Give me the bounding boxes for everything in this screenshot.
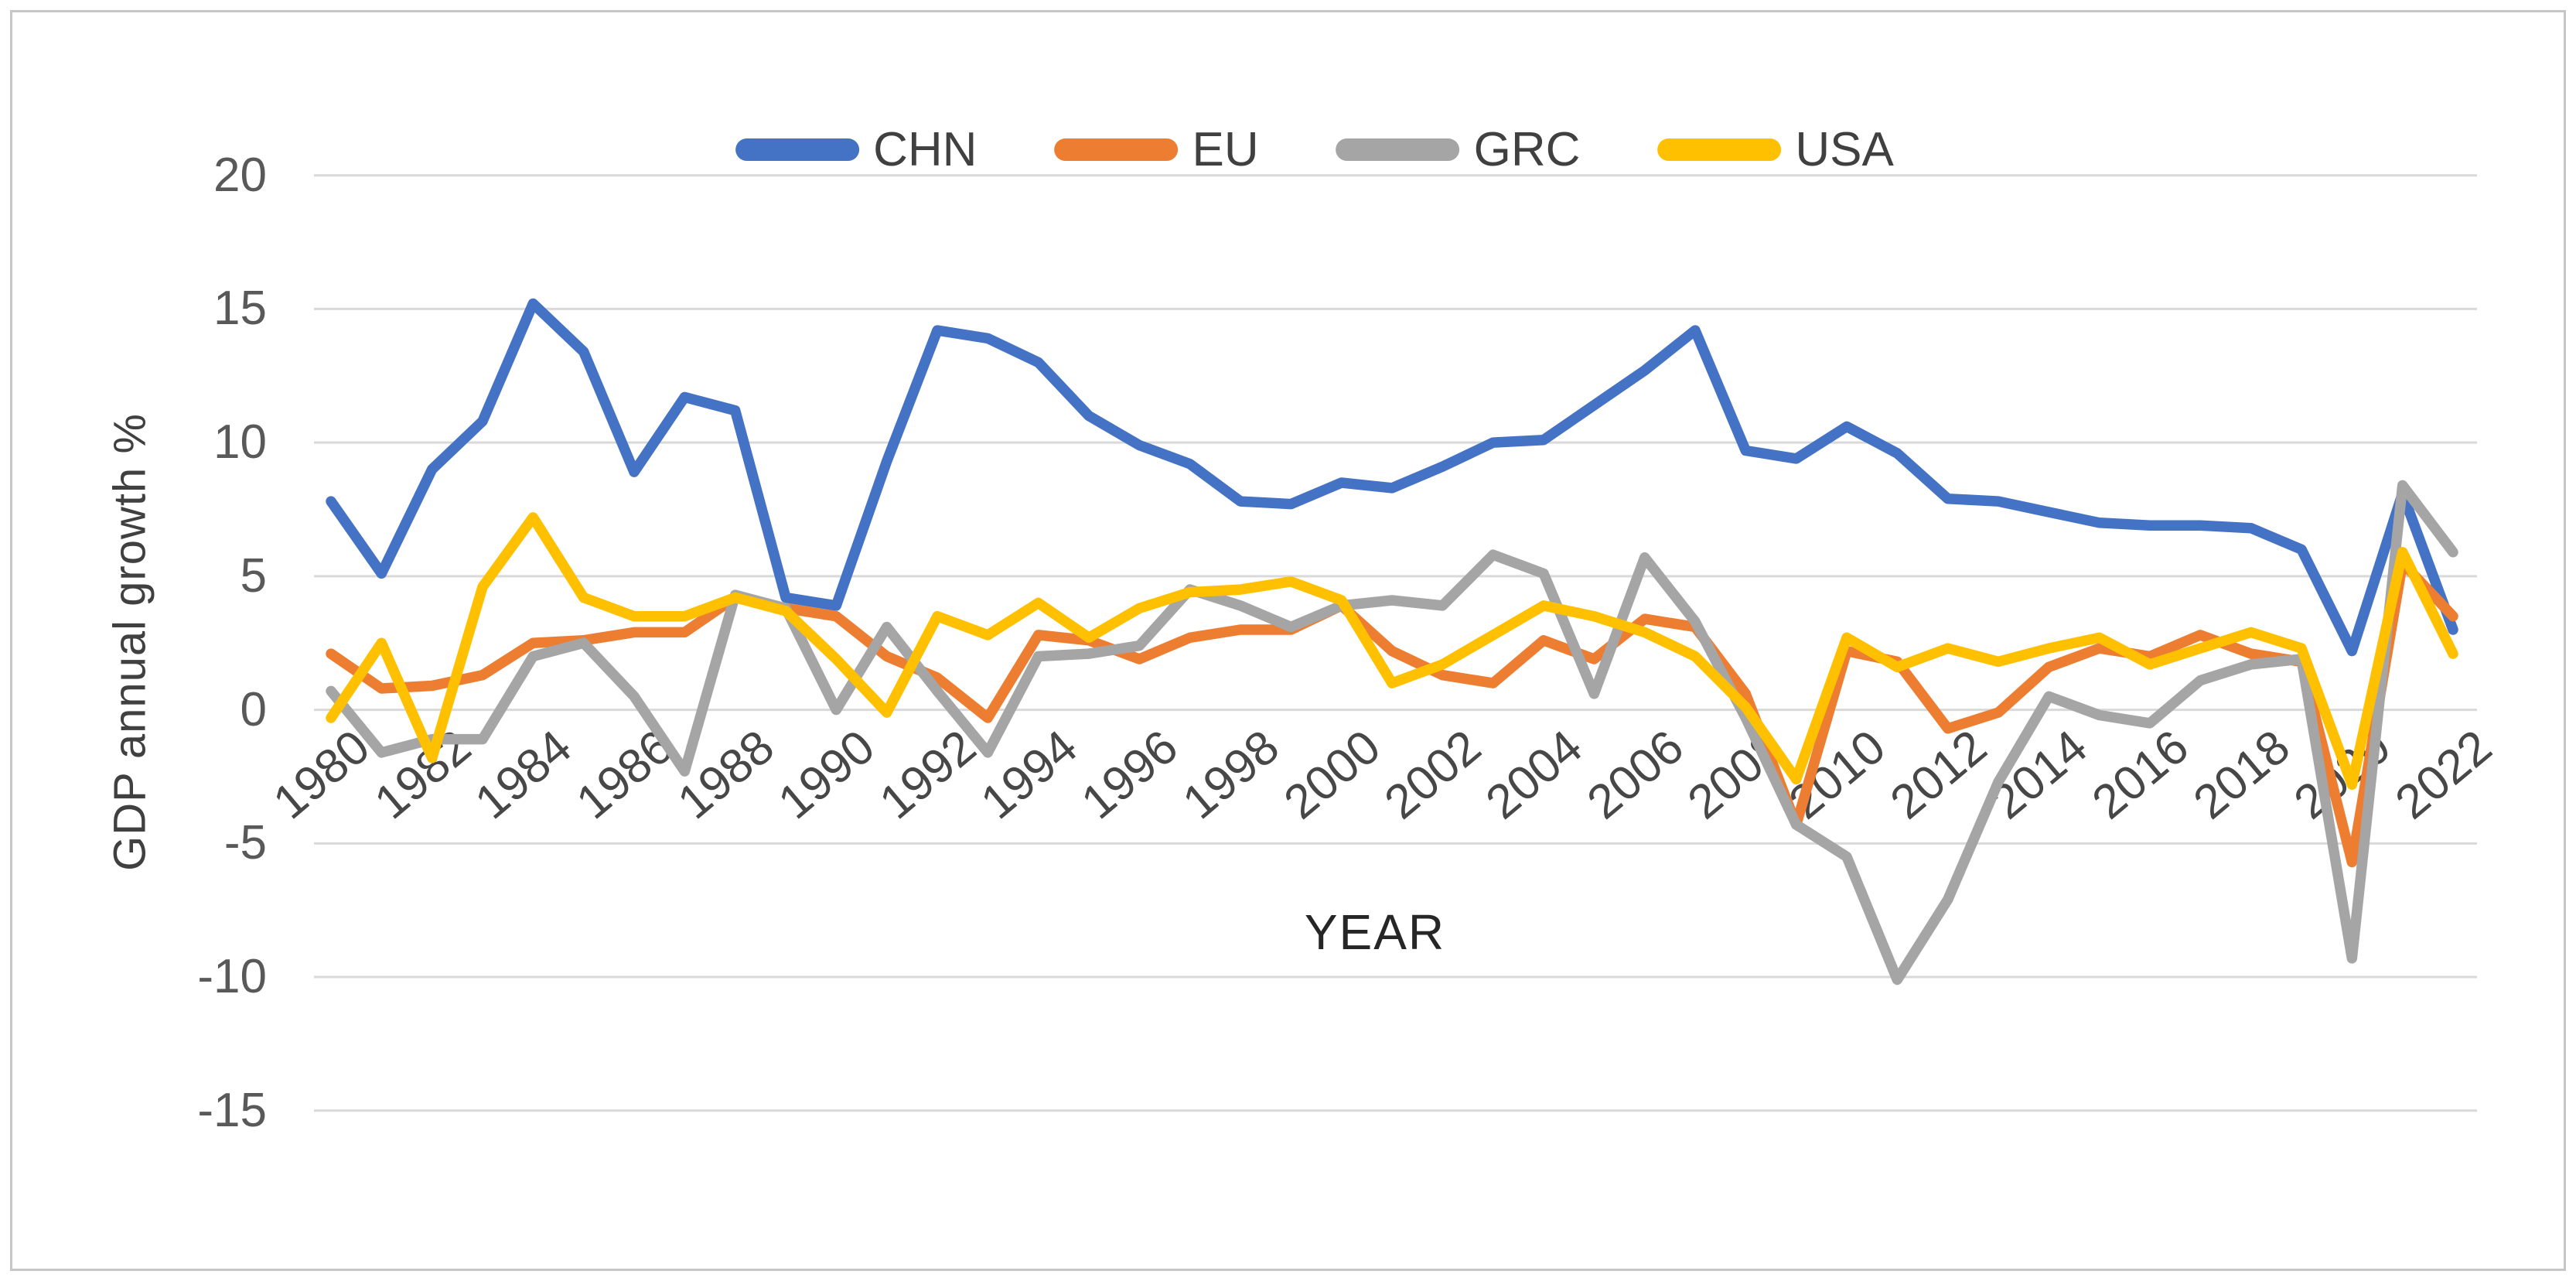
x-tick-label: 2008 bbox=[1678, 719, 1795, 830]
legend-item-chn: CHN bbox=[735, 122, 977, 177]
x-tick-label: 1988 bbox=[667, 719, 784, 830]
x-tick-label: 2004 bbox=[1476, 719, 1592, 830]
legend-label-usa: USA bbox=[1795, 123, 1894, 176]
x-tick-label: 1984 bbox=[466, 719, 582, 830]
x-tick-label: 1994 bbox=[971, 719, 1087, 830]
legend-line-swatch-grc bbox=[1336, 138, 1460, 161]
legend-item-eu: EU bbox=[1054, 122, 1259, 177]
chart-legend: CHN EU GRC USA bbox=[735, 122, 1894, 177]
legend-label-grc: GRC bbox=[1473, 123, 1581, 176]
legend-label-chn: CHN bbox=[873, 123, 978, 176]
y-tick-label: 0 bbox=[240, 682, 267, 736]
x-tick-label: 1986 bbox=[566, 719, 683, 830]
x-tick-label: 1982 bbox=[364, 719, 481, 830]
y-tick-label: -5 bbox=[223, 816, 267, 870]
x-tick-label: 2006 bbox=[1577, 719, 1694, 830]
legend-line-swatch-chn bbox=[735, 138, 860, 161]
x-tick-label: 2000 bbox=[1274, 719, 1390, 830]
x-tick-label: 1990 bbox=[769, 719, 885, 830]
x-tick-label: 2020 bbox=[2284, 719, 2401, 830]
legend-line-swatch-eu bbox=[1054, 138, 1179, 161]
legend-item-usa: USA bbox=[1657, 122, 1894, 177]
x-axis-title: YEAR bbox=[1304, 904, 1446, 960]
legend-line-swatch-usa bbox=[1657, 138, 1782, 161]
x-tick-label: 2010 bbox=[1779, 719, 1895, 830]
y-tick-label: 5 bbox=[240, 548, 267, 603]
x-tick-label: 2016 bbox=[2082, 719, 2199, 830]
y-tick-label: 10 bbox=[213, 415, 267, 470]
x-tick-label: 1998 bbox=[1172, 719, 1289, 830]
x-tick-label: 1996 bbox=[1072, 719, 1189, 830]
y-tick-label: -15 bbox=[197, 1083, 267, 1137]
legend-item-grc: GRC bbox=[1336, 122, 1581, 177]
legend-label-eu: EU bbox=[1192, 123, 1259, 176]
y-axis-title: GDP annual growth % bbox=[104, 413, 155, 871]
x-tick-label: 2012 bbox=[1880, 719, 1997, 830]
y-tick-label: 15 bbox=[213, 282, 267, 336]
x-tick-label: 2014 bbox=[1981, 719, 2098, 830]
x-tick-label: 1992 bbox=[869, 719, 986, 830]
y-tick-label: 20 bbox=[213, 148, 267, 202]
x-tick-label: 1980 bbox=[263, 719, 380, 830]
y-tick-label: -10 bbox=[197, 950, 267, 1004]
x-tick-label: 2022 bbox=[2385, 719, 2502, 830]
x-tick-label: 2002 bbox=[1375, 719, 1492, 830]
x-tick-label: 2018 bbox=[2183, 719, 2300, 830]
